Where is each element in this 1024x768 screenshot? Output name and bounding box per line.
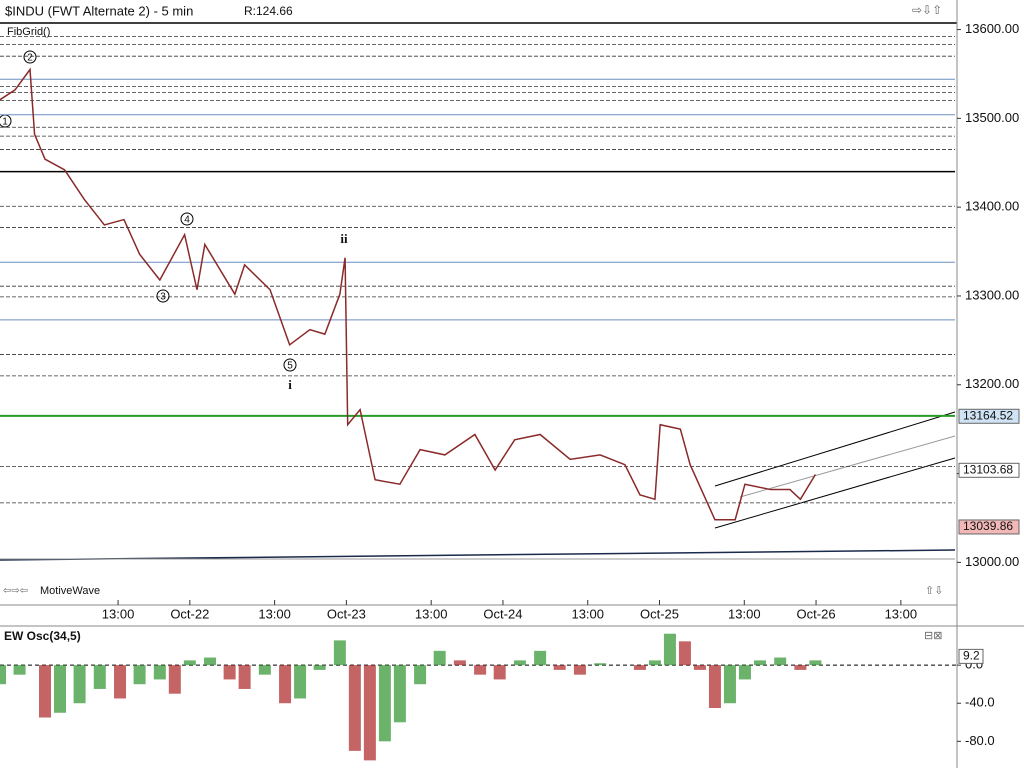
wave-label: 4 — [184, 215, 190, 226]
y-tick-label: -80.0 — [965, 733, 995, 748]
wave-circle — [156, 289, 170, 303]
x-tick-label: 13:00 — [258, 606, 291, 621]
x-tick-label: Oct-24 — [483, 606, 522, 621]
price-badge — [958, 519, 1020, 535]
panel-arrows[interactable]: ⇧⇩ — [925, 585, 943, 597]
price-badge-label: 13039.86 — [963, 519, 1013, 533]
price-badge — [958, 408, 1020, 424]
osc-bar — [204, 657, 217, 666]
x-tick-label: 13:00 — [885, 606, 918, 621]
osc-bar — [553, 665, 566, 670]
x-tick-label: 13:00 — [571, 606, 604, 621]
osc-bar — [414, 665, 427, 685]
osc-bar — [633, 665, 646, 670]
study-label: FibGrid() — [7, 26, 50, 38]
wave-label: 2 — [27, 53, 33, 64]
wave-label: 5 — [287, 361, 293, 372]
osc-bar — [693, 665, 706, 670]
scroll-arrows[interactable]: ⇦⇨⇦ — [3, 586, 28, 597]
osc-bar — [73, 665, 86, 704]
osc-badge — [958, 648, 984, 664]
x-tick-label: Oct-22 — [170, 606, 209, 621]
price-badge-label: 13103.68 — [963, 462, 1013, 476]
osc-bar — [54, 665, 67, 713]
wave-circle — [180, 212, 194, 226]
osc-bar — [433, 650, 446, 666]
osc-bar — [294, 665, 307, 699]
wave-label: 1 — [2, 117, 8, 128]
osc-title: EW Osc(34,5) — [4, 629, 81, 643]
osc-bar — [279, 665, 292, 704]
channel-lower — [714, 457, 956, 529]
price-line — [0, 67, 817, 521]
range-label: R:124.66 — [244, 4, 293, 18]
osc-bar — [663, 633, 676, 666]
osc-bar — [333, 640, 346, 666]
y-tick-label: -40.0 — [965, 695, 995, 710]
wave-circle — [23, 50, 37, 64]
y-tick-label: 13000.00 — [965, 554, 1019, 569]
trend-line — [0, 549, 956, 561]
osc-bar — [594, 663, 607, 666]
price-badge-label: 13164.52 — [963, 408, 1013, 422]
osc-bar — [738, 665, 751, 680]
y-tick-label: 13400.00 — [965, 199, 1019, 214]
y-tick-label: 13300.00 — [965, 287, 1019, 302]
osc-bar — [238, 665, 251, 689]
osc-bar — [13, 665, 26, 675]
osc-bar — [678, 641, 691, 666]
channel-upper — [714, 411, 956, 487]
osc-bar — [133, 665, 146, 685]
osc-bar — [809, 660, 822, 666]
x-tick-label: 13:00 — [102, 606, 135, 621]
osc-bar — [648, 660, 661, 666]
wave-label: ii — [340, 231, 348, 246]
osc-bar — [168, 665, 181, 694]
osc-bar — [313, 665, 326, 670]
x-tick-label: 13:00 — [415, 606, 448, 621]
osc-bar — [183, 660, 196, 666]
osc-bar — [258, 665, 271, 675]
osc-bar — [723, 665, 736, 704]
x-tick-label: Oct-25 — [640, 606, 679, 621]
x-tick-label: Oct-23 — [327, 606, 366, 621]
osc-bar — [513, 660, 526, 666]
osc-bar — [223, 665, 236, 680]
x-tick-label: Oct-26 — [797, 606, 836, 621]
osc-bar — [153, 665, 166, 680]
osc-bar — [573, 665, 586, 675]
wave-circle — [283, 358, 297, 372]
osc-bar — [493, 665, 506, 680]
osc-bar — [39, 665, 52, 718]
y-tick-label: 13600.00 — [965, 21, 1019, 36]
osc-bar — [474, 665, 487, 675]
osc-bar — [0, 665, 6, 685]
osc-bar — [363, 665, 376, 761]
osc-bar — [708, 665, 721, 708]
osc-bar — [794, 665, 807, 670]
x-tick-label: 13:00 — [728, 606, 761, 621]
osc-bar — [393, 665, 406, 723]
nav-arrows[interactable]: ⇨⇩⇧ — [912, 3, 942, 17]
osc-badge-label: 9.2 — [963, 649, 980, 663]
osc-bar — [93, 665, 106, 689]
wave-label: i — [288, 377, 292, 392]
osc-bar — [114, 665, 127, 699]
osc-bar — [348, 665, 361, 751]
chart-title: $INDU (FWT Alternate 2) - 5 min — [5, 3, 193, 18]
osc-bar — [378, 665, 391, 742]
osc-controls[interactable]: ⊟⊠ — [924, 630, 942, 642]
osc-bar — [534, 650, 547, 666]
watermark: MotiveWave — [40, 585, 100, 597]
price-badge — [958, 462, 1020, 478]
osc-bar — [453, 660, 466, 666]
y-tick-label: 13500.00 — [965, 110, 1019, 125]
y-tick-label: 13200.00 — [965, 376, 1019, 391]
osc-bar — [774, 657, 787, 666]
osc-bar — [753, 660, 766, 666]
